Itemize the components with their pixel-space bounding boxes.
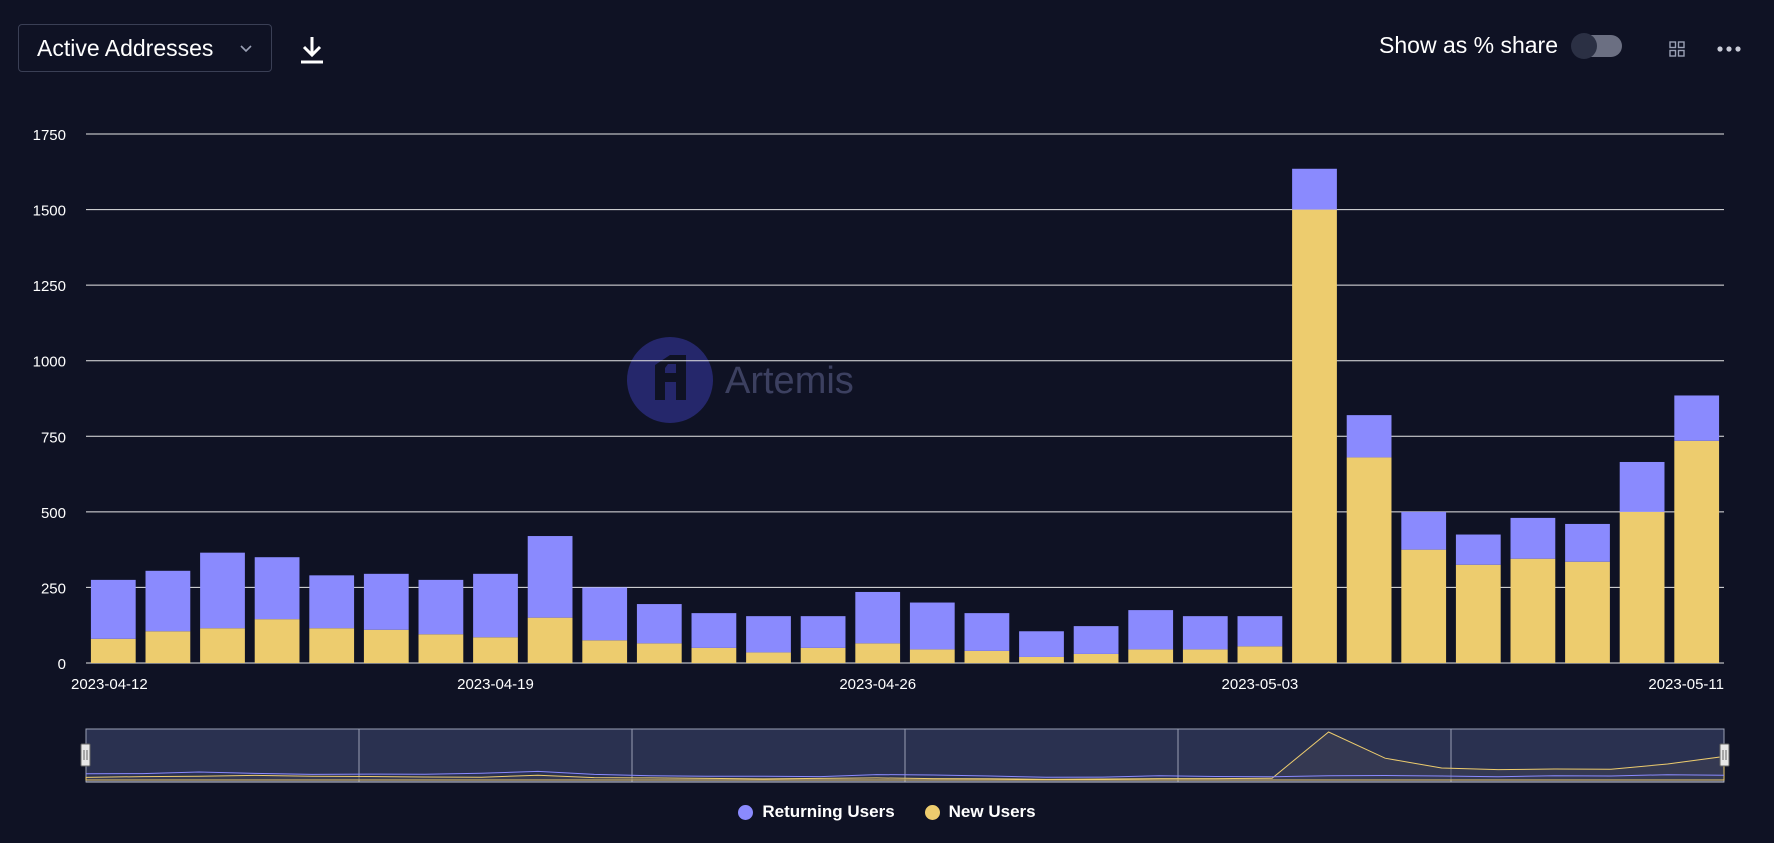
bar-new-users[interactable]	[1510, 558, 1556, 663]
y-tick-label: 250	[41, 580, 66, 597]
legend-dot-returning	[738, 804, 754, 820]
artemis-watermark: Artemis	[627, 337, 854, 423]
bar-new-users[interactable]	[855, 643, 901, 663]
artemis-logo-mark	[655, 355, 686, 400]
navigator-handle-left[interactable]	[80, 743, 91, 767]
navigator-new-users-line	[85, 731, 1725, 781]
navigator-handle-right[interactable]	[1719, 743, 1730, 767]
bar-returning-users[interactable]	[1292, 168, 1337, 210]
bar-returning-users[interactable]	[746, 616, 791, 653]
y-tick-label: 750	[41, 429, 66, 446]
bar-returning-users[interactable]	[1619, 461, 1665, 512]
bar-returning-users[interactable]	[1128, 610, 1174, 650]
bar-new-users[interactable]	[1073, 653, 1119, 663]
metric-select[interactable]: Active Addresses	[18, 24, 272, 72]
bar-returning-users[interactable]	[855, 591, 901, 644]
x-tick-label: 2023-04-12	[71, 676, 148, 693]
navigator-returning-users-line	[85, 770, 1725, 778]
bar-returning-users[interactable]	[145, 570, 191, 632]
bar-returning-users[interactable]	[200, 552, 245, 629]
share-toggle-group: Show as % share	[1379, 32, 1622, 59]
bar-returning-users[interactable]	[473, 573, 518, 638]
y-tick-label: 500	[41, 505, 66, 522]
bar-returning-users[interactable]	[90, 579, 136, 639]
more-horizontal-icon[interactable]	[1717, 46, 1741, 52]
bar-new-users[interactable]	[1182, 649, 1228, 663]
bar-returning-users[interactable]	[363, 573, 409, 630]
bar-returning-users[interactable]	[1182, 616, 1228, 650]
bar-returning-users[interactable]	[800, 616, 846, 648]
bar-new-users[interactable]	[909, 649, 955, 663]
share-toggle-label: Show as % share	[1379, 32, 1558, 58]
bar-new-users[interactable]	[746, 652, 791, 663]
bar-new-users[interactable]	[1401, 549, 1447, 663]
bar-returning-users[interactable]	[1455, 534, 1501, 565]
bar-new-users[interactable]	[363, 629, 409, 663]
bar-new-users[interactable]	[582, 640, 628, 663]
bar-new-users[interactable]	[1346, 457, 1392, 663]
chevron-down-icon	[240, 45, 252, 53]
bar-returning-users[interactable]	[582, 587, 628, 641]
bar-new-users[interactable]	[200, 628, 245, 663]
bar-new-users[interactable]	[636, 643, 682, 663]
x-tick-label: 2023-05-03	[1222, 676, 1299, 693]
bar-new-users[interactable]	[418, 634, 464, 663]
y-tick-label: 1500	[33, 203, 66, 220]
watermark-text: Artemis	[725, 360, 854, 402]
bar-new-users[interactable]	[800, 647, 846, 663]
bar-new-users[interactable]	[1292, 209, 1337, 664]
x-tick-label: 2023-04-26	[839, 676, 916, 693]
bar-returning-users[interactable]	[309, 575, 355, 629]
bar-new-users[interactable]	[309, 628, 355, 663]
y-tick-label: 1000	[33, 354, 66, 371]
bar-returning-users[interactable]	[636, 604, 682, 644]
bar-returning-users[interactable]	[1346, 415, 1392, 458]
bar-returning-users[interactable]	[254, 557, 300, 620]
range-navigator[interactable]	[80, 728, 1730, 783]
bar-returning-users[interactable]	[418, 579, 464, 635]
chart-legend: Returning Users New Users	[0, 802, 1774, 822]
bar-returning-users[interactable]	[1237, 616, 1283, 647]
bar-new-users[interactable]	[1674, 440, 1720, 663]
share-toggle[interactable]	[1571, 32, 1622, 59]
bar-new-users[interactable]	[964, 650, 1010, 663]
y-tick-label: 0	[58, 656, 66, 673]
legend-label: Returning Users	[762, 802, 895, 821]
bar-new-users[interactable]	[1128, 649, 1174, 663]
legend-label: New Users	[948, 802, 1036, 821]
legend-dot-new	[924, 804, 940, 820]
bar-returning-users[interactable]	[964, 613, 1010, 651]
legend-item-new-users[interactable]: New Users	[924, 802, 1036, 822]
bar-new-users[interactable]	[145, 631, 191, 663]
bar-new-users[interactable]	[1019, 656, 1064, 663]
bar-returning-users[interactable]	[1510, 517, 1556, 559]
bar-new-users[interactable]	[473, 637, 518, 663]
share-toggle-knob	[1571, 32, 1597, 59]
bar-new-users[interactable]	[90, 638, 136, 663]
bar-returning-users[interactable]	[527, 536, 573, 618]
stacked-bar-chart: Artemis 0 250 500 750 1000 1250 1500 1750 2023-…	[33, 127, 1730, 783]
y-tick-label: 1250	[33, 278, 66, 295]
bar-returning-users[interactable]	[1019, 631, 1064, 657]
bar-returning-users[interactable]	[909, 602, 955, 650]
grid-icon[interactable]	[1669, 41, 1685, 57]
bar-returning-users[interactable]	[1401, 511, 1447, 550]
bar-new-users[interactable]	[527, 617, 573, 663]
x-tick-label: 2023-04-19	[457, 676, 534, 693]
bar-returning-users[interactable]	[1674, 395, 1720, 441]
bar-new-users[interactable]	[1565, 561, 1610, 663]
bar-returning-users[interactable]	[1565, 523, 1610, 562]
bar-new-users[interactable]	[1619, 511, 1665, 663]
x-tick-label: 2023-05-11	[1648, 676, 1724, 693]
bar-returning-users[interactable]	[1073, 626, 1119, 654]
bar-new-users[interactable]	[1455, 564, 1501, 663]
metric-select-label: Active Addresses	[37, 34, 214, 61]
bar-returning-users[interactable]	[691, 613, 737, 648]
download-icon[interactable]	[298, 34, 326, 66]
legend-item-returning-users[interactable]: Returning Users	[738, 802, 895, 822]
bar-new-users[interactable]	[691, 647, 737, 663]
bar-new-users[interactable]	[1237, 646, 1283, 663]
y-tick-label: 1750	[33, 127, 66, 144]
bar-new-users[interactable]	[254, 619, 300, 663]
